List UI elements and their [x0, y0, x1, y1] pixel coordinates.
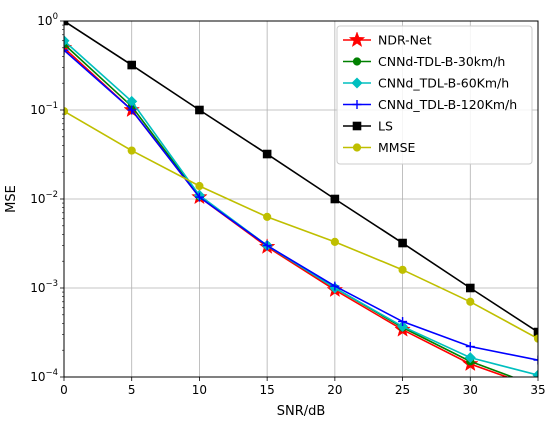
series-line — [64, 110, 538, 340]
y-tick-label: 10−3 — [30, 279, 58, 295]
square-marker — [195, 105, 204, 115]
x-tick-label: 0 — [60, 383, 68, 397]
legend-item: NDR-Net — [343, 31, 432, 48]
series-mmse — [64, 107, 538, 343]
legend-item: LS — [343, 119, 393, 134]
legend-item: CNNd_TDL-B-120Km/h — [343, 97, 517, 112]
square-marker — [330, 194, 340, 204]
series-ls — [64, 21, 538, 337]
legend-label: NDR-Net — [378, 33, 432, 48]
diamond-marker — [532, 369, 538, 377]
square-marker — [352, 121, 362, 131]
diamond-marker — [397, 320, 409, 332]
plus-marker — [330, 281, 340, 291]
y-tick-label: 10−2 — [30, 190, 58, 206]
square-marker — [533, 327, 538, 337]
x-tick-label: 35 — [530, 383, 545, 397]
y-tick-label: 10−4 — [30, 368, 58, 384]
x-tick-label: 15 — [260, 383, 275, 397]
plus-marker — [194, 192, 204, 202]
diamond-marker — [464, 352, 476, 364]
x-tick-label: 30 — [463, 383, 478, 397]
plus-marker — [262, 241, 272, 251]
circle-marker — [466, 297, 475, 306]
circle-marker — [195, 181, 204, 191]
legend-item: CNNd_TDL-B-60Km/h — [343, 76, 509, 91]
diamond-marker — [64, 35, 70, 47]
plus-marker — [398, 317, 408, 327]
axis-ticks: 0 5 10 15 20 25 30 35 100 10−1 10−2 10−3 10−4 — [30, 12, 545, 397]
circle-marker — [352, 57, 362, 66]
legend: NDR-Net CNNd-TDL-B-30km/h CNNd_TDL-B-60Km/… — [336, 25, 533, 165]
legend-label: CNNd-TDL-B-30km/h — [378, 54, 505, 69]
circle-marker — [352, 143, 362, 152]
legend-label: LS — [378, 119, 393, 134]
star-marker — [348, 31, 366, 48]
series-line — [64, 21, 538, 333]
x-tick-label: 5 — [128, 383, 136, 397]
plus-marker — [352, 100, 362, 109]
series-line — [64, 40, 538, 376]
plus-marker — [64, 45, 69, 55]
x-tick-label: 25 — [395, 383, 410, 397]
x-tick-label: 20 — [327, 383, 342, 397]
circle-marker — [263, 212, 272, 221]
plus-marker — [533, 355, 538, 365]
circle-marker — [127, 146, 136, 155]
circle-marker — [330, 237, 339, 246]
series-group — [64, 21, 538, 377]
square-marker — [262, 149, 272, 159]
legend-label: CNNd_TDL-B-60Km/h — [378, 76, 509, 91]
diamond-marker — [351, 77, 363, 89]
y-axis-label: MSE — [4, 185, 19, 213]
legend-box — [336, 25, 533, 165]
legend-label: CNNd_TDL-B-120Km/h — [378, 97, 517, 112]
plus-marker — [465, 342, 475, 352]
square-marker — [465, 283, 475, 293]
circle-marker — [398, 265, 407, 274]
legend-item: MMSE — [343, 140, 416, 155]
circle-marker — [533, 334, 538, 343]
square-marker — [398, 238, 407, 248]
x-axis-label: SNR/dB — [277, 404, 326, 419]
plus-marker — [127, 105, 137, 115]
x-tick-label: 10 — [192, 383, 207, 397]
legend-label: MMSE — [378, 140, 416, 155]
series-line — [64, 49, 538, 361]
series-cnnd-tdl-b-120km-h — [64, 45, 538, 365]
legend-item: CNNd-TDL-B-30km/h — [343, 54, 505, 69]
y-tick-label: 10−1 — [30, 101, 58, 117]
y-tick-label: 100 — [37, 12, 58, 28]
square-marker — [127, 60, 137, 70]
